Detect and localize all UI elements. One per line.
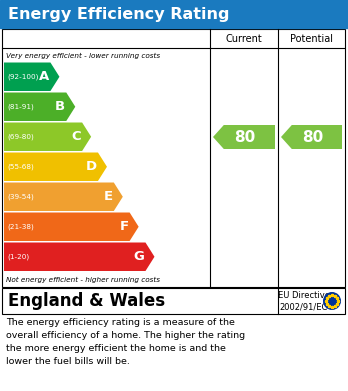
Text: B: B: [55, 100, 65, 113]
Text: Potential: Potential: [290, 34, 333, 44]
Text: Current: Current: [226, 34, 262, 44]
Text: (21-38): (21-38): [7, 224, 34, 230]
Text: E: E: [104, 190, 113, 203]
Circle shape: [323, 292, 341, 310]
Polygon shape: [4, 183, 123, 211]
Text: EU Directive: EU Directive: [277, 291, 330, 300]
Polygon shape: [4, 122, 91, 151]
Text: A: A: [39, 70, 49, 83]
Polygon shape: [4, 212, 139, 241]
Polygon shape: [4, 63, 60, 91]
Text: 2002/91/EC: 2002/91/EC: [279, 302, 328, 311]
Text: (92-100): (92-100): [7, 74, 38, 80]
Text: England & Wales: England & Wales: [8, 292, 165, 310]
Text: C: C: [71, 130, 81, 143]
Text: 80: 80: [235, 129, 256, 145]
Text: (55-68): (55-68): [7, 163, 34, 170]
Text: (1-20): (1-20): [7, 253, 29, 260]
Polygon shape: [213, 125, 275, 149]
Text: (81-91): (81-91): [7, 104, 34, 110]
Text: The energy efficiency rating is a measure of the
overall efficiency of a home. T: The energy efficiency rating is a measur…: [6, 318, 245, 366]
Text: (39-54): (39-54): [7, 194, 34, 200]
Text: 80: 80: [302, 129, 323, 145]
Text: Energy Efficiency Rating: Energy Efficiency Rating: [8, 7, 229, 22]
Text: Not energy efficient - higher running costs: Not energy efficient - higher running co…: [6, 277, 160, 283]
Bar: [2, 29, 345, 287]
Text: (69-80): (69-80): [7, 133, 34, 140]
Text: F: F: [119, 220, 129, 233]
Bar: [2, 288, 345, 314]
Polygon shape: [4, 242, 155, 271]
Polygon shape: [281, 125, 342, 149]
Text: Very energy efficient - lower running costs: Very energy efficient - lower running co…: [6, 53, 160, 59]
Text: G: G: [134, 250, 144, 263]
Polygon shape: [4, 152, 107, 181]
Bar: [0, 0, 348, 28]
Polygon shape: [4, 93, 75, 121]
Text: D: D: [86, 160, 97, 173]
